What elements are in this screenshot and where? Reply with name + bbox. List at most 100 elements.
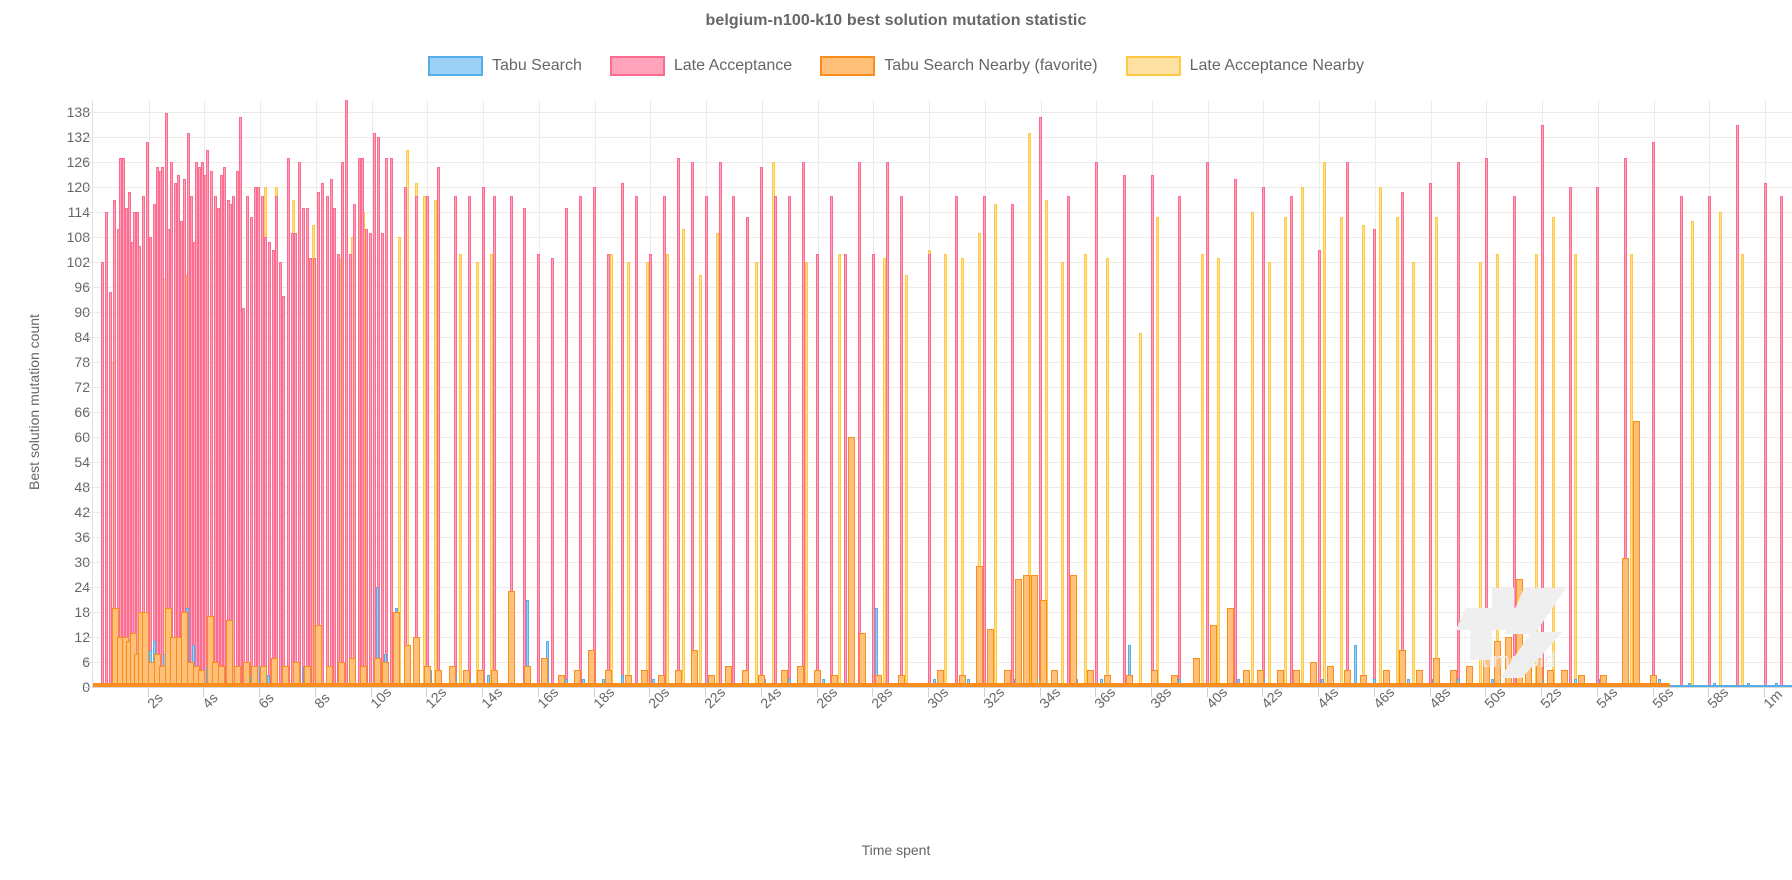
- bar[interactable]: [398, 237, 402, 687]
- bar[interactable]: [321, 183, 325, 687]
- bar[interactable]: [257, 187, 261, 687]
- bar[interactable]: [1688, 682, 1692, 687]
- bar[interactable]: [121, 158, 125, 687]
- bar[interactable]: [607, 254, 611, 687]
- bar[interactable]: [676, 158, 680, 687]
- bar[interactable]: [983, 195, 987, 687]
- bar[interactable]: [959, 674, 966, 687]
- bar[interactable]: [1031, 574, 1039, 687]
- bar[interactable]: [621, 183, 624, 687]
- bar[interactable]: [1629, 254, 1633, 687]
- bar[interactable]: [149, 237, 153, 687]
- bar[interactable]: [145, 141, 149, 687]
- bar[interactable]: [651, 678, 655, 687]
- bar[interactable]: [381, 233, 385, 687]
- bar[interactable]: [220, 174, 224, 687]
- bar[interactable]: [340, 162, 344, 687]
- bar[interactable]: [1735, 124, 1739, 687]
- bar[interactable]: [467, 195, 471, 687]
- bar[interactable]: [1345, 162, 1349, 687]
- bar[interactable]: [1691, 220, 1695, 687]
- bar[interactable]: [1540, 124, 1544, 687]
- bar[interactable]: [1763, 183, 1767, 687]
- bar[interactable]: [507, 591, 515, 687]
- bar[interactable]: [345, 100, 349, 687]
- bar[interactable]: [857, 162, 861, 687]
- bar[interactable]: [1719, 212, 1723, 687]
- bar[interactable]: [1340, 216, 1344, 687]
- bar[interactable]: [176, 174, 180, 687]
- bar[interactable]: [665, 254, 669, 687]
- bar[interactable]: [1362, 224, 1366, 687]
- bar[interactable]: [715, 233, 719, 687]
- bar[interactable]: [190, 195, 194, 687]
- bar[interactable]: [326, 666, 334, 687]
- bar[interactable]: [1624, 158, 1628, 687]
- bar[interactable]: [1039, 116, 1043, 687]
- bar[interactable]: [1193, 657, 1201, 687]
- bar[interactable]: [1323, 162, 1327, 687]
- bar[interactable]: [955, 195, 959, 687]
- bar[interactable]: [490, 670, 498, 687]
- bar[interactable]: [270, 657, 278, 687]
- bar[interactable]: [1707, 195, 1711, 687]
- bar[interactable]: [1406, 678, 1410, 687]
- bar[interactable]: [423, 195, 427, 687]
- bar[interactable]: [1217, 258, 1221, 687]
- bar[interactable]: [423, 666, 431, 687]
- bar[interactable]: [718, 162, 722, 687]
- bar[interactable]: [164, 112, 168, 687]
- bar[interactable]: [267, 674, 271, 687]
- bar[interactable]: [1574, 254, 1578, 687]
- bar[interactable]: [294, 233, 298, 687]
- bar[interactable]: [624, 674, 632, 687]
- bar[interactable]: [1434, 216, 1438, 687]
- bar[interactable]: [1156, 216, 1160, 687]
- bar[interactable]: [209, 170, 213, 687]
- bar[interactable]: [1490, 678, 1494, 687]
- bar[interactable]: [138, 245, 142, 687]
- bar[interactable]: [875, 674, 883, 687]
- bar[interactable]: [774, 195, 778, 687]
- bar[interactable]: [847, 437, 855, 687]
- bar[interactable]: [226, 199, 230, 687]
- bar[interactable]: [905, 274, 909, 687]
- bar[interactable]: [404, 645, 412, 687]
- bar[interactable]: [1343, 670, 1351, 687]
- bar[interactable]: [574, 670, 582, 687]
- bar[interactable]: [329, 179, 333, 687]
- bar[interactable]: [986, 628, 994, 687]
- bar[interactable]: [135, 212, 139, 687]
- bar[interactable]: [235, 170, 239, 687]
- bar[interactable]: [1633, 420, 1641, 687]
- bar[interactable]: [292, 662, 300, 687]
- bar[interactable]: [1457, 162, 1461, 687]
- bar[interactable]: [1289, 195, 1293, 687]
- bar[interactable]: [492, 195, 496, 687]
- bar[interactable]: [523, 208, 527, 687]
- bar[interactable]: [1178, 678, 1182, 687]
- bar[interactable]: [691, 649, 699, 687]
- bar[interactable]: [1416, 670, 1424, 687]
- bar[interactable]: [882, 258, 886, 687]
- bar[interactable]: [246, 195, 250, 687]
- bar[interactable]: [899, 195, 903, 687]
- bar[interactable]: [758, 674, 766, 687]
- bar[interactable]: [216, 208, 220, 687]
- bar[interactable]: [1774, 682, 1778, 687]
- bar[interactable]: [1449, 670, 1457, 687]
- bar[interactable]: [1151, 670, 1159, 687]
- bar[interactable]: [170, 162, 174, 687]
- bar[interactable]: [1044, 199, 1048, 687]
- bar[interactable]: [357, 158, 361, 687]
- bar[interactable]: [1200, 254, 1204, 687]
- bar[interactable]: [821, 678, 825, 687]
- bar[interactable]: [830, 674, 838, 687]
- bar[interactable]: [490, 254, 494, 687]
- bar[interactable]: [581, 678, 585, 687]
- bar[interactable]: [1139, 333, 1143, 687]
- bar[interactable]: [101, 262, 105, 687]
- bar[interactable]: [1150, 174, 1154, 687]
- bar[interactable]: [699, 274, 703, 687]
- bar[interactable]: [1746, 682, 1750, 687]
